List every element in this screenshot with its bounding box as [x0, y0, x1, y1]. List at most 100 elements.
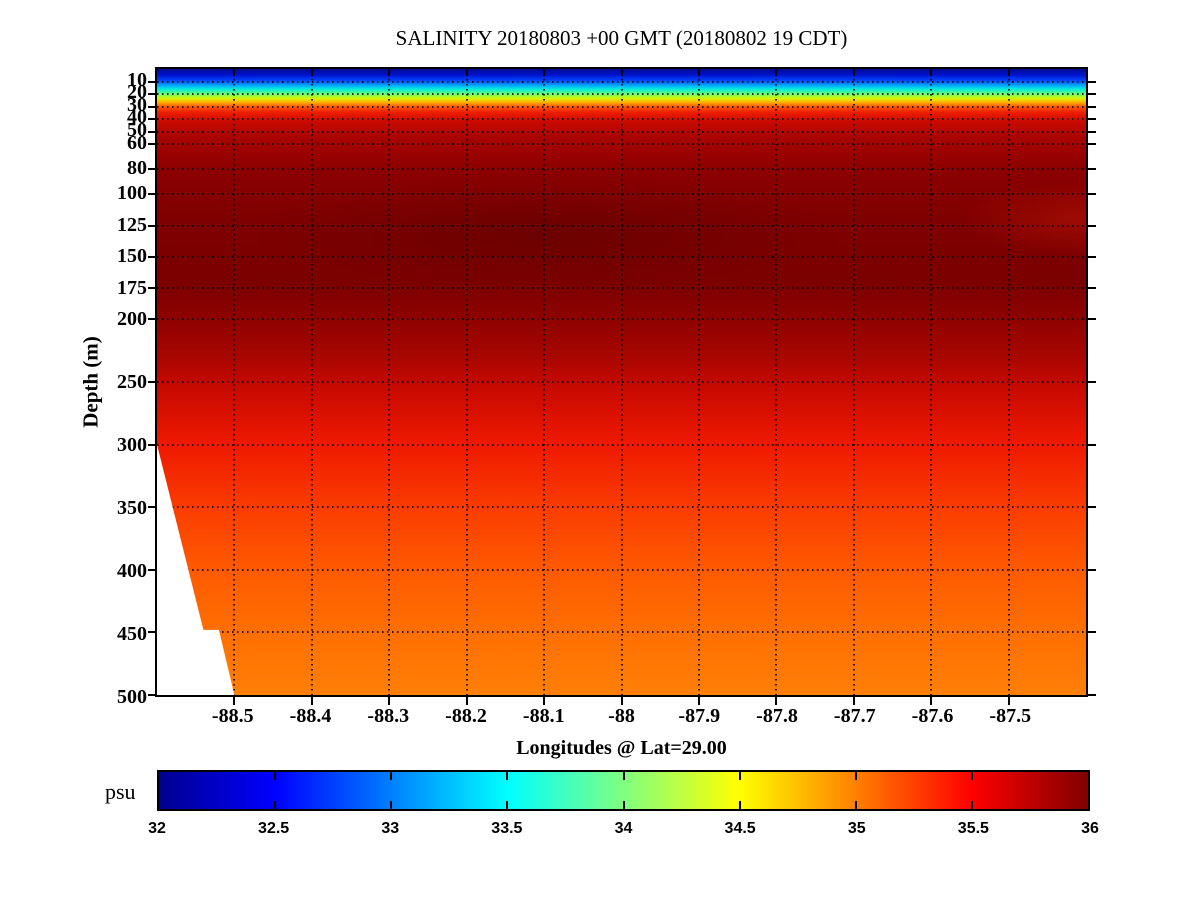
y-tick-label: 150 [117, 245, 147, 267]
y-tick-mark [148, 443, 155, 446]
x-tick-mark [852, 69, 855, 76]
x-axis-label: Longitudes @ Lat=29.00 [516, 737, 727, 759]
colorbar-tick-label: 32 [148, 820, 166, 837]
y-tick-label: 50 [127, 119, 147, 141]
colorbar-tick-mark [970, 801, 973, 809]
y-tick-mark [148, 631, 155, 634]
x-tick-mark [543, 69, 546, 76]
x-tick-mark [233, 69, 236, 76]
colorbar-tick-mark [390, 772, 393, 780]
y-tick-mark [1088, 130, 1096, 133]
y-tick-mark [148, 506, 155, 509]
x-tick-label: -88.5 [211, 705, 254, 727]
y-tick-mark [1088, 168, 1096, 171]
x-tick-mark [465, 697, 468, 705]
y-tick-label: 175 [117, 276, 147, 299]
y-tick-mark [148, 93, 155, 96]
v-gridline [465, 69, 468, 695]
x-tick-mark [388, 69, 391, 76]
gridlines [157, 69, 1086, 695]
x-tick-mark [543, 697, 546, 705]
v-gridline [852, 69, 855, 695]
x-tick-mark [697, 697, 700, 705]
x-tick-label: -87.9 [678, 705, 721, 727]
y-tick-mark [1088, 318, 1096, 321]
x-tick-mark [697, 69, 700, 76]
x-tick-mark [930, 697, 933, 705]
x-tick-mark [310, 69, 313, 76]
y-tick-mark [1088, 193, 1096, 196]
colorbar-tick-label: 36 [1081, 820, 1099, 837]
y-tick-mark [1088, 381, 1096, 383]
colorbar-tick-mark [738, 772, 741, 780]
colorbar-tick-mark [390, 801, 393, 809]
y-tick-label: 125 [117, 213, 147, 236]
y-tick-mark [148, 143, 155, 146]
colorbar-unit-label: psu [105, 779, 136, 804]
y-tick-mark [1088, 631, 1096, 634]
x-tick-mark [852, 697, 855, 705]
y-tick-mark [148, 118, 155, 121]
x-tick-mark [388, 697, 391, 705]
colorbar-tick-mark [274, 772, 277, 780]
v-gridline [310, 69, 313, 695]
x-tick-mark [233, 697, 236, 705]
y-tick-mark [1088, 80, 1096, 83]
colorbar-tick-mark [854, 801, 857, 809]
colorbar-tick-label: 32.5 [258, 820, 290, 837]
colorbar-tick-label: 35.5 [957, 820, 989, 837]
y-tick-label: 350 [117, 497, 147, 519]
colorbar-tick-mark [622, 801, 625, 809]
x-tick-mark [930, 69, 933, 76]
bathymetry-mask [157, 444, 235, 695]
plot-area [148, 67, 1096, 705]
v-gridline [543, 69, 546, 695]
y-tick-label: 500 [117, 686, 147, 708]
y-tick-label: 200 [117, 308, 147, 330]
v-gridline [930, 69, 933, 695]
x-tick-label: -88.2 [445, 705, 487, 727]
y-tick-mark [148, 318, 155, 321]
y-tick-mark [1088, 506, 1096, 509]
colorbar-tick-label: 33.5 [491, 820, 523, 837]
y-tick-mark [1088, 93, 1096, 96]
y-tick-mark [148, 694, 155, 696]
x-tick-label: -88.3 [367, 705, 410, 727]
v-gridline [620, 69, 623, 695]
y-tick-mark [148, 568, 155, 571]
y-tick-label: 450 [117, 623, 147, 645]
y-tick-label: 30 [127, 93, 147, 116]
v-gridline [388, 69, 391, 695]
colorbar-tick-mark [854, 772, 857, 780]
y-tick-label: 80 [127, 156, 147, 179]
y-tick-label: 20 [127, 81, 147, 104]
y-tick-mark [1088, 255, 1096, 258]
v-gridline [233, 69, 236, 695]
colorbar-tick-label: 34 [614, 820, 633, 837]
v-gridline [1007, 69, 1010, 695]
y-tick-label: 10 [127, 68, 147, 91]
y-tick-mark [148, 224, 155, 227]
y-tick-mark [1088, 224, 1096, 227]
y-tick-mark [148, 168, 155, 171]
y-tick-label: 300 [117, 434, 147, 456]
colorbar-tick-label: 34.5 [724, 820, 756, 837]
x-tick-label: -87.8 [756, 705, 798, 727]
y-tick-label: 40 [127, 106, 147, 129]
y-tick-mark [148, 80, 155, 83]
x-tick-mark [310, 697, 313, 705]
y-tick-mark [1088, 443, 1096, 446]
y-tick-mark [1088, 287, 1096, 290]
y-tick-mark [148, 105, 155, 108]
y-tick-mark [1088, 105, 1096, 108]
colorbar-tick-mark [274, 801, 277, 809]
colorbar-tick-mark [506, 772, 509, 780]
y-tick-mark [1088, 568, 1096, 571]
colorbar-tick-label: 35 [847, 820, 866, 837]
x-tick-mark [465, 69, 468, 76]
x-tick-mark [620, 69, 623, 76]
colorbar-tick-mark [506, 801, 509, 809]
y-tick-mark [1088, 118, 1096, 121]
x-tick-label: -87.7 [833, 705, 876, 727]
chart-title: SALINITY 20180803 +00 GMT (20180802 19 C… [395, 26, 848, 50]
